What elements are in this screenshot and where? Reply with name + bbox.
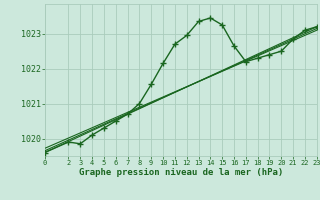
- X-axis label: Graphe pression niveau de la mer (hPa): Graphe pression niveau de la mer (hPa): [79, 168, 283, 177]
